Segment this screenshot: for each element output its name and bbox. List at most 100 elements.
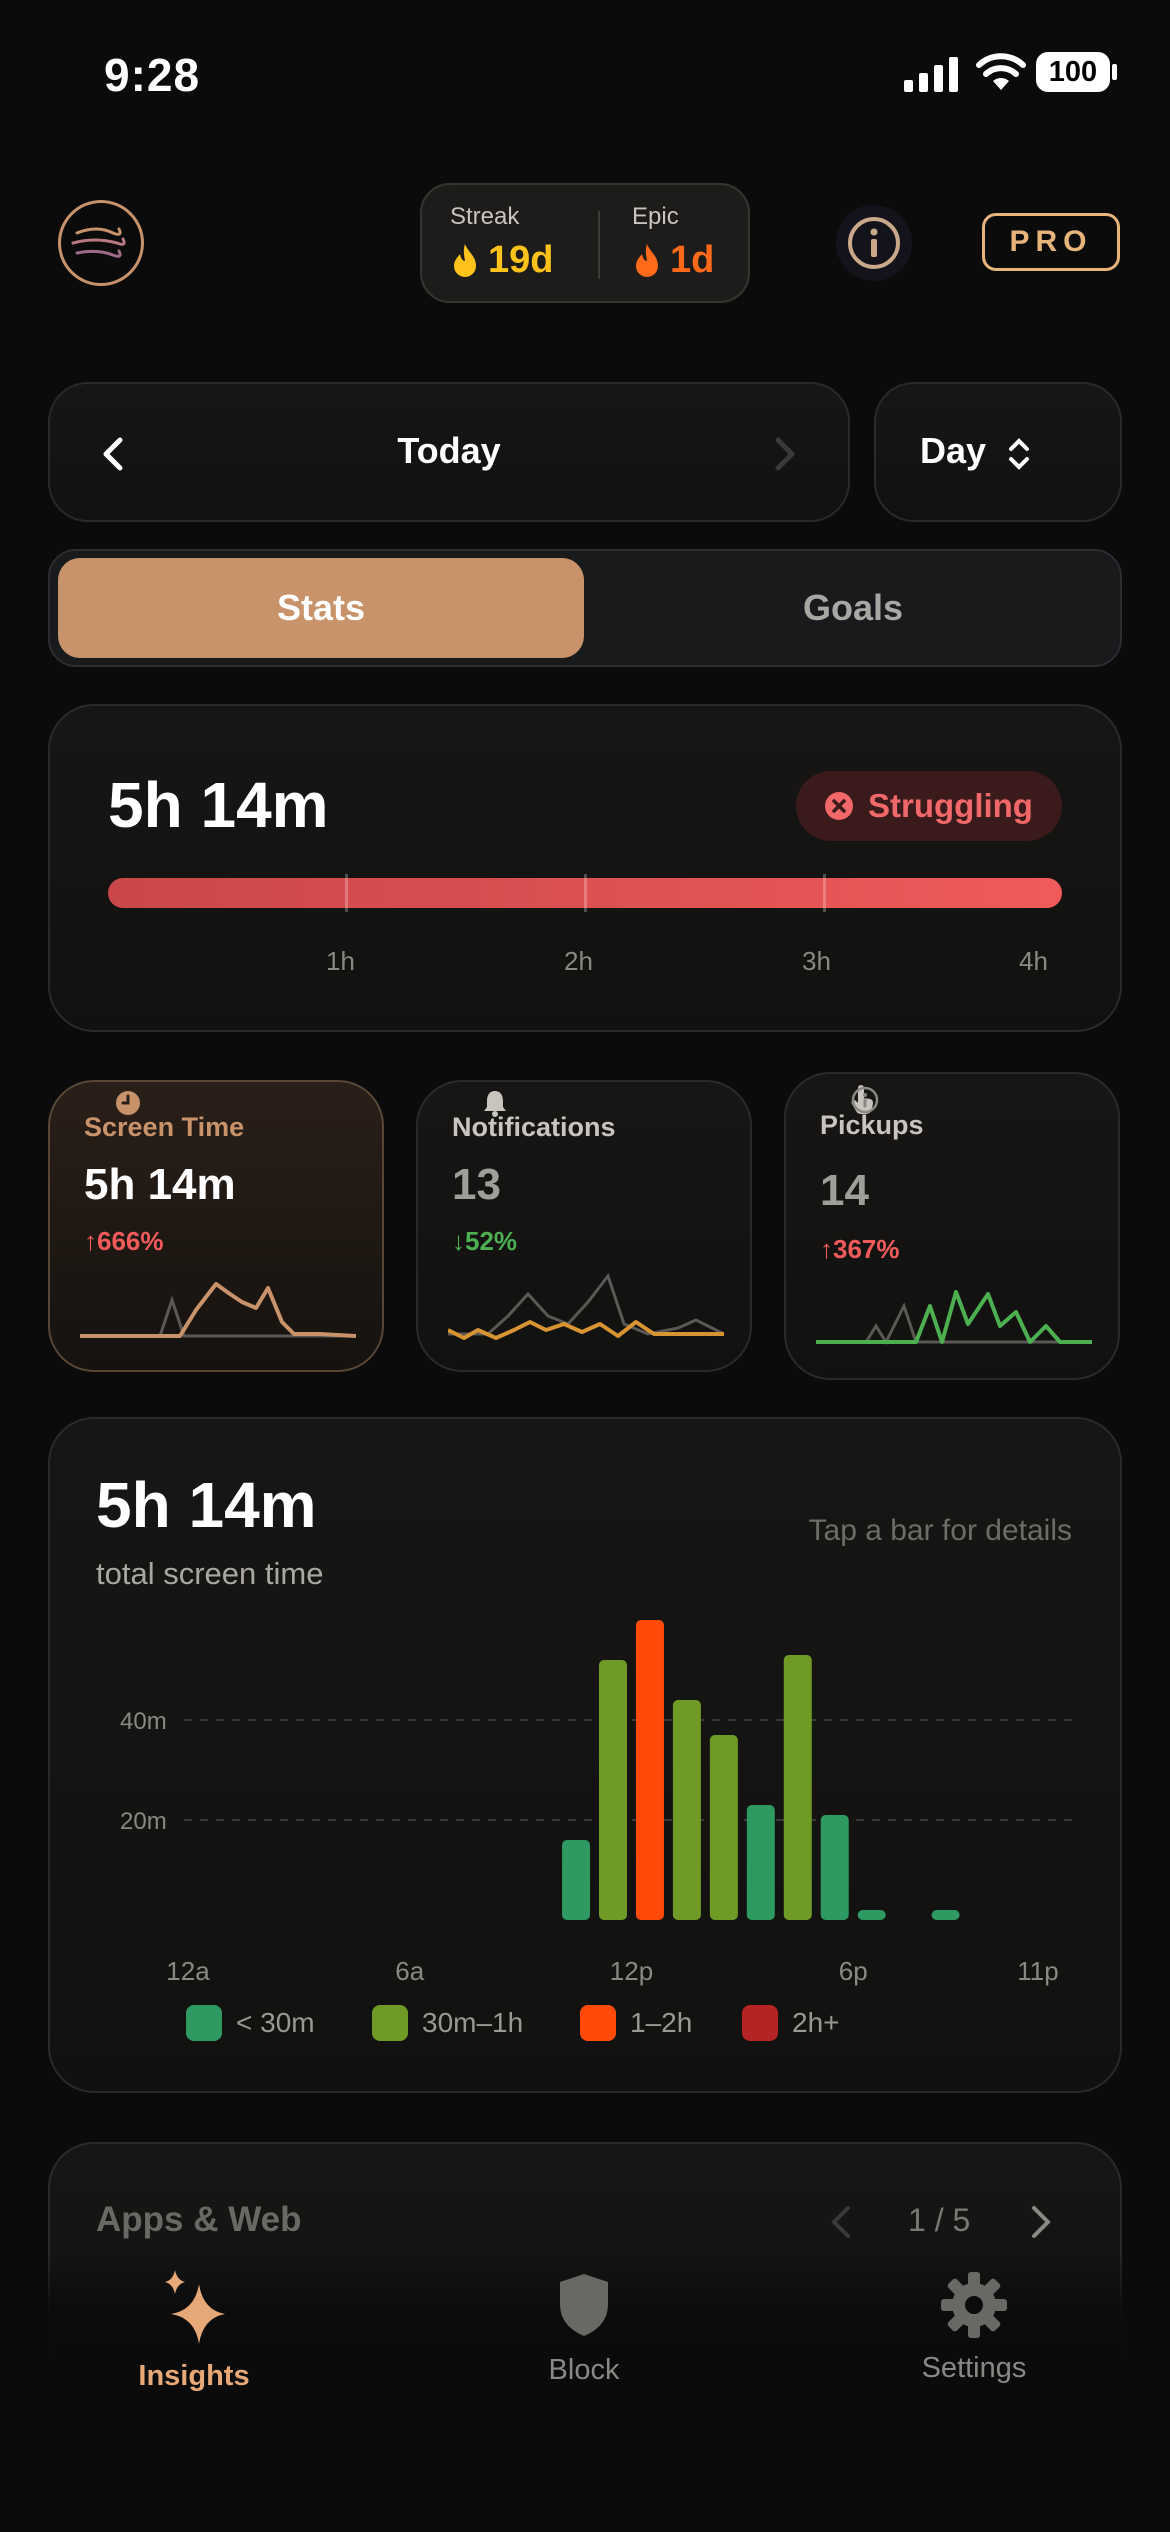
date-label: Today: [397, 430, 501, 471]
screen-time-sparkline: [80, 1282, 356, 1338]
metric-value: 5h 14m: [84, 1160, 236, 1209]
legend-item: 2h+: [742, 2005, 840, 2041]
bell-icon: [484, 1091, 506, 1117]
tab-settings[interactable]: Settings: [874, 2270, 1074, 2385]
app-logo[interactable]: [58, 200, 144, 286]
tab-goals[interactable]: Goals: [802, 587, 904, 628]
hand-pointer-icon: [851, 1085, 874, 1115]
x-tick-label: 12p: [610, 1956, 653, 1986]
hour-tick-label: 2h: [564, 946, 593, 976]
metric-change: ↑666%: [84, 1226, 164, 1256]
hour-bar[interactable]: [820, 1815, 849, 1920]
wifi-icon: [976, 52, 1026, 97]
battery-cap: [1112, 64, 1117, 80]
tab-label: Block: [548, 2354, 620, 2386]
epic-label: Epic: [632, 203, 679, 230]
legend-swatch: [742, 2005, 778, 2041]
hour-bar[interactable]: [783, 1655, 812, 1920]
metric-card-pickups[interactable]: Pickups 14 ↑367%: [784, 1072, 1120, 1380]
tab-label: Settings: [921, 2352, 1027, 2384]
hour-bar[interactable]: [635, 1620, 664, 1920]
hour-bar[interactable]: [709, 1735, 738, 1920]
streak-value: 19d: [488, 239, 554, 281]
info-icon[interactable]: [850, 1085, 880, 1115]
chevron-updown-icon: [1009, 438, 1029, 470]
screen-time-progress-bar: [108, 874, 1062, 912]
chevron-right-icon[interactable]: [1026, 2204, 1056, 2240]
signal-icon: [904, 56, 960, 97]
streak-widget[interactable]: Streak 19d Epic 1d: [420, 183, 750, 303]
y-tick-label: 40m: [120, 1708, 167, 1735]
notifications-sparkline: [448, 1272, 724, 1340]
hour-bar[interactable]: [599, 1660, 627, 1920]
metric-title: Notifications: [452, 1112, 616, 1142]
metric-value: 14: [820, 1166, 869, 1215]
tab-insights[interactable]: Insights: [94, 2270, 294, 2393]
tab-label: Insights: [138, 2360, 250, 2392]
sparkles-icon: [165, 2270, 225, 2344]
hour-tick-label: 4h: [1019, 946, 1048, 976]
legend-item: 1–2h: [580, 2005, 692, 2041]
chevron-left-icon[interactable]: [826, 2204, 856, 2240]
close-circle-icon: [825, 792, 853, 820]
chart-subtitle: total screen time: [96, 1556, 324, 1591]
apps-title: Apps & Web: [96, 2200, 302, 2239]
hour-bar[interactable]: [931, 1910, 960, 1920]
tab-block[interactable]: Block: [484, 2270, 684, 2387]
battery-level: 100: [1048, 55, 1098, 88]
legend-swatch: [580, 2005, 616, 2041]
hour-tick-label: 1h: [326, 946, 355, 976]
wind-icon: [71, 227, 126, 258]
chevron-left-icon[interactable]: [94, 434, 134, 474]
chart-title: 5h 14m: [96, 1469, 317, 1541]
legend-swatch: [186, 2005, 222, 2041]
legend-item: 30m–1h: [372, 2005, 523, 2041]
hour-bar[interactable]: [857, 1910, 886, 1920]
y-tick-label: 20m: [120, 1808, 167, 1835]
legend-label: < 30m: [236, 2007, 315, 2038]
flame-icon: [636, 243, 658, 277]
info-icon: [848, 217, 900, 269]
date-navigator: Today: [48, 382, 850, 522]
period-select[interactable]: Day: [874, 382, 1122, 522]
legend-label: 2h+: [792, 2007, 840, 2038]
info-button[interactable]: [836, 205, 912, 281]
x-tick-label: 6p: [839, 1956, 868, 1986]
status-text: Struggling: [868, 787, 1033, 824]
status-time: 9:28: [104, 49, 201, 101]
x-tick-label: 11p: [1017, 1956, 1058, 1986]
shield-icon: [560, 2274, 608, 2336]
legend-swatch: [372, 2005, 408, 2041]
summary-total: 5h 14m: [108, 769, 329, 841]
x-tick-label: 6a: [395, 1956, 424, 1986]
streak-label: Streak: [450, 203, 520, 230]
pickups-sparkline: [816, 1290, 1092, 1346]
hour-tick-label: 3h: [802, 946, 831, 976]
hour-bar[interactable]: [746, 1805, 775, 1920]
hourly-bar-chart[interactable]: 40m 20m 12a 6a 12p 6p 11p: [48, 1600, 1122, 2000]
gear-icon: [941, 2272, 1007, 2338]
chevron-right-icon[interactable]: [764, 434, 804, 474]
hour-bar[interactable]: [672, 1700, 701, 1920]
legend-item: < 30m: [186, 2005, 315, 2041]
metric-change: ↓52%: [452, 1226, 518, 1256]
metric-value: 13: [452, 1160, 501, 1209]
pro-button[interactable]: PRO: [982, 213, 1120, 271]
status-badge: Struggling: [796, 771, 1062, 841]
legend-label: 1–2h: [630, 2007, 693, 2038]
metric-change: ↑367%: [820, 1234, 900, 1264]
summary-card: [48, 704, 1122, 1032]
metric-card-screen-time[interactable]: Screen Time 5h 14m ↑666%: [48, 1080, 384, 1372]
battery-icon: 100: [1036, 52, 1110, 92]
legend-label: 30m–1h: [422, 2007, 524, 2038]
flame-icon: [454, 243, 476, 277]
metric-title: Pickups: [820, 1110, 924, 1140]
metric-card-notifications[interactable]: Notifications 13 ↓52%: [416, 1080, 752, 1372]
tab-stats[interactable]: Stats: [58, 558, 584, 658]
clock-icon: [116, 1091, 140, 1115]
period-label: Day: [920, 430, 987, 471]
hour-bar[interactable]: [562, 1840, 591, 1920]
progress-tick: [823, 874, 826, 912]
screen-time-chart-card: [48, 1417, 1122, 2093]
apps-page-indicator: 1 / 5: [908, 2202, 971, 2238]
